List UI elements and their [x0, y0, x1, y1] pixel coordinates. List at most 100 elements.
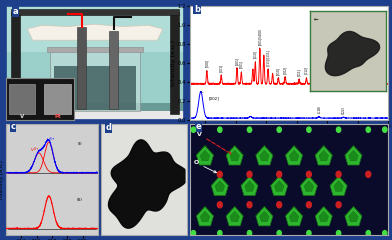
- Circle shape: [383, 127, 387, 132]
- Polygon shape: [315, 206, 332, 226]
- Polygon shape: [230, 211, 240, 222]
- Circle shape: [191, 231, 196, 236]
- Bar: [6, 6, 184, 52]
- Polygon shape: [349, 211, 358, 222]
- Text: [011]/[111]: [011]/[111]: [266, 49, 270, 70]
- Circle shape: [366, 231, 370, 236]
- Bar: [47, 47, 143, 52]
- Circle shape: [217, 202, 222, 208]
- Text: $V^{5+}$: $V^{5+}$: [46, 136, 56, 145]
- Text: [200]: [200]: [205, 59, 209, 71]
- Text: [101]: [101]: [235, 57, 239, 69]
- Circle shape: [277, 171, 282, 177]
- Text: [710]: [710]: [341, 67, 345, 78]
- Text: [002]: [002]: [201, 91, 219, 100]
- Circle shape: [366, 171, 371, 177]
- Text: V: V: [20, 114, 24, 119]
- Bar: [44, 84, 71, 114]
- Circle shape: [307, 171, 311, 177]
- Polygon shape: [256, 145, 273, 165]
- Text: [020]: [020]: [310, 59, 314, 71]
- Polygon shape: [289, 150, 299, 161]
- Text: (I): (I): [78, 143, 83, 146]
- Polygon shape: [319, 211, 328, 222]
- Polygon shape: [345, 145, 362, 165]
- Polygon shape: [196, 206, 214, 226]
- Polygon shape: [256, 206, 273, 226]
- Polygon shape: [260, 150, 269, 161]
- Circle shape: [307, 231, 311, 236]
- Text: (518): (518): [318, 105, 321, 114]
- Polygon shape: [260, 211, 269, 222]
- Polygon shape: [211, 176, 229, 195]
- Polygon shape: [345, 206, 362, 226]
- Polygon shape: [274, 181, 284, 191]
- Text: [002]: [002]: [283, 66, 287, 78]
- Text: (422): (422): [342, 107, 346, 114]
- Polygon shape: [330, 176, 347, 195]
- Polygon shape: [300, 176, 318, 195]
- Text: [301]/(400): [301]/(400): [258, 28, 262, 48]
- Circle shape: [247, 231, 252, 236]
- Circle shape: [277, 231, 281, 236]
- Polygon shape: [334, 181, 343, 191]
- Circle shape: [383, 231, 387, 236]
- Polygon shape: [109, 140, 185, 228]
- Text: [411]: [411]: [297, 68, 301, 79]
- Text: [201]: [201]: [239, 60, 243, 72]
- Text: e: e: [196, 122, 202, 131]
- Bar: [77, 26, 86, 108]
- Polygon shape: [226, 206, 243, 226]
- Text: Pt: Pt: [54, 114, 61, 119]
- Text: O: O: [193, 160, 216, 173]
- X-axis label: 2 Theta (°): 2 Theta (°): [272, 131, 306, 136]
- Circle shape: [366, 127, 370, 132]
- Polygon shape: [215, 181, 225, 191]
- Circle shape: [336, 127, 341, 132]
- Polygon shape: [27, 24, 163, 40]
- Polygon shape: [319, 150, 328, 161]
- Polygon shape: [230, 150, 240, 161]
- Circle shape: [277, 202, 282, 208]
- Text: [012]: [012]: [305, 66, 309, 78]
- Polygon shape: [270, 176, 288, 195]
- Text: d: d: [105, 123, 111, 132]
- Text: [310]: [310]: [276, 67, 280, 78]
- Bar: [11, 12, 20, 114]
- Circle shape: [218, 231, 222, 236]
- Circle shape: [247, 202, 252, 208]
- Circle shape: [218, 127, 222, 132]
- Bar: [9, 84, 35, 114]
- Circle shape: [247, 171, 252, 177]
- Bar: [11, 9, 179, 15]
- Polygon shape: [285, 206, 303, 226]
- Bar: [6, 103, 184, 120]
- Text: b: b: [194, 5, 200, 14]
- Circle shape: [191, 127, 196, 132]
- Bar: [109, 31, 118, 108]
- Polygon shape: [304, 181, 314, 191]
- Circle shape: [247, 127, 252, 132]
- Bar: [170, 12, 179, 114]
- Polygon shape: [285, 145, 303, 165]
- Polygon shape: [245, 181, 254, 191]
- Circle shape: [336, 202, 341, 208]
- Y-axis label: Intensity (a.u.): Intensity (a.u.): [171, 40, 176, 86]
- Polygon shape: [315, 145, 332, 165]
- Text: V: V: [197, 132, 231, 154]
- Text: a: a: [13, 7, 19, 16]
- Bar: [51, 48, 140, 111]
- Circle shape: [307, 202, 311, 208]
- Polygon shape: [196, 145, 214, 165]
- Polygon shape: [200, 150, 210, 161]
- Text: c: c: [11, 122, 16, 131]
- Text: (II): (II): [77, 198, 83, 202]
- Circle shape: [217, 171, 222, 177]
- Polygon shape: [226, 145, 243, 165]
- Circle shape: [336, 171, 341, 177]
- Polygon shape: [349, 150, 358, 161]
- Polygon shape: [241, 176, 258, 195]
- Text: $V^{4+}$: $V^{4+}$: [30, 146, 40, 155]
- Circle shape: [307, 127, 311, 132]
- Circle shape: [336, 231, 341, 236]
